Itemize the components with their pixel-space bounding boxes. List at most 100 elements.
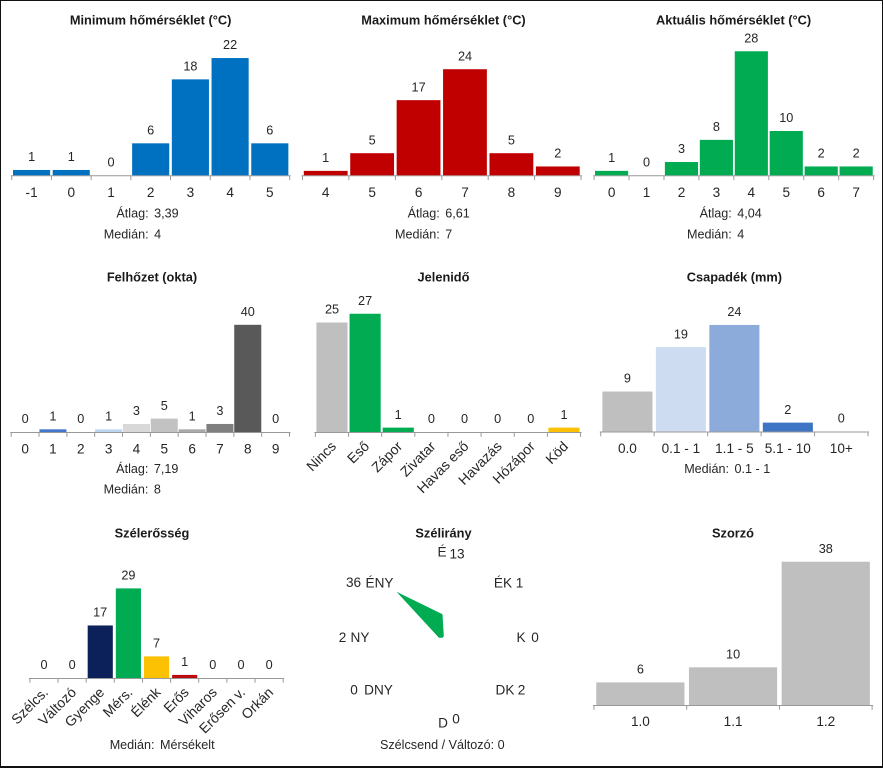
svg-text:Felhőzet (okta): Felhőzet (okta): [107, 269, 197, 284]
svg-text:0: 0: [494, 412, 501, 426]
svg-text:3: 3: [713, 185, 721, 200]
svg-text:0: 0: [643, 156, 650, 170]
svg-text:1: 1: [189, 410, 196, 424]
svg-text:3: 3: [678, 142, 685, 156]
svg-text:5: 5: [783, 185, 791, 200]
svg-text:0: 0: [461, 412, 468, 426]
svg-text:2: 2: [518, 683, 526, 698]
svg-text:5.1 - 10: 5.1 - 10: [765, 441, 812, 456]
svg-text:38: 38: [819, 542, 833, 556]
svg-text:4,04: 4,04: [737, 207, 762, 221]
svg-text:9: 9: [554, 185, 562, 200]
svg-text:1: 1: [322, 151, 329, 165]
svg-text:5: 5: [508, 133, 515, 147]
svg-text:Maximum hőmérséklet (°C): Maximum hőmérséklet (°C): [361, 13, 525, 28]
svg-text:-1: -1: [26, 185, 38, 200]
svg-text:1: 1: [49, 442, 57, 457]
svg-text:9: 9: [624, 372, 631, 386]
svg-text:2: 2: [554, 147, 561, 161]
svg-text:DNY: DNY: [364, 683, 393, 698]
svg-text:0: 0: [77, 412, 84, 426]
svg-text:0: 0: [452, 712, 460, 727]
svg-text:1.2: 1.2: [816, 714, 835, 729]
svg-text:K: K: [516, 630, 525, 645]
svg-text:6: 6: [817, 185, 825, 200]
svg-text:6: 6: [188, 442, 196, 457]
svg-text:Szélerősség: Szélerősség: [115, 525, 190, 540]
svg-text:10+: 10+: [830, 441, 853, 456]
svg-text:7: 7: [216, 442, 224, 457]
svg-text:2: 2: [147, 185, 155, 200]
svg-text:Szélirány: Szélirány: [415, 525, 472, 540]
svg-text:28: 28: [744, 32, 758, 46]
svg-text:8: 8: [713, 120, 720, 134]
svg-text:4: 4: [748, 185, 756, 200]
svg-text:6,61: 6,61: [445, 207, 470, 221]
svg-text:3: 3: [187, 185, 195, 200]
svg-text:1: 1: [516, 576, 524, 591]
svg-text:7,19: 7,19: [154, 462, 179, 476]
svg-text:Átlag:: Átlag:: [700, 206, 732, 221]
svg-text:3: 3: [133, 404, 140, 418]
svg-text:9: 9: [272, 442, 280, 457]
svg-text:10: 10: [726, 648, 740, 662]
svg-text:Szorzó: Szorzó: [712, 525, 754, 540]
svg-text:5: 5: [161, 399, 168, 413]
svg-text:Átlag:: Átlag:: [408, 206, 440, 221]
svg-text:6: 6: [266, 124, 273, 138]
svg-text:É: É: [437, 545, 446, 560]
svg-text:0: 0: [608, 185, 616, 200]
svg-text:1: 1: [49, 410, 56, 424]
svg-text:3: 3: [216, 404, 223, 418]
svg-text:5: 5: [266, 185, 274, 200]
svg-text:24: 24: [727, 305, 741, 319]
svg-text:D: D: [438, 716, 448, 731]
svg-text:2: 2: [339, 630, 347, 645]
svg-text:0: 0: [69, 658, 76, 672]
svg-text:0.1 - 1: 0.1 - 1: [735, 462, 771, 476]
svg-text:1: 1: [560, 408, 567, 422]
svg-text:27: 27: [358, 294, 372, 308]
svg-text:40: 40: [241, 305, 255, 319]
svg-text:8: 8: [508, 185, 516, 200]
svg-text:0: 0: [21, 442, 29, 457]
svg-text:Szélcsend / Változó: 0: Szélcsend / Változó: 0: [380, 738, 505, 752]
svg-text:1: 1: [28, 150, 35, 164]
svg-text:Medián:: Medián:: [684, 462, 729, 476]
svg-text:5: 5: [368, 185, 376, 200]
svg-text:Medián:: Medián:: [395, 227, 440, 241]
svg-text:1.1 - 5: 1.1 - 5: [715, 441, 754, 456]
svg-text:5: 5: [369, 133, 376, 147]
svg-text:17: 17: [412, 80, 426, 94]
svg-text:0: 0: [838, 412, 845, 426]
svg-text:1: 1: [608, 151, 615, 165]
svg-text:0: 0: [350, 683, 358, 698]
svg-text:Csapadék (mm): Csapadék (mm): [687, 269, 782, 284]
svg-text:18: 18: [183, 60, 197, 74]
svg-text:17: 17: [93, 606, 107, 620]
svg-text:0: 0: [266, 658, 273, 672]
svg-text:0: 0: [272, 412, 279, 426]
svg-text:Átlag:: Átlag:: [116, 461, 148, 476]
svg-text:6: 6: [415, 185, 423, 200]
svg-text:0: 0: [40, 658, 47, 672]
svg-text:Jelenidő: Jelenidő: [418, 269, 470, 284]
svg-text:6: 6: [147, 124, 154, 138]
svg-text:Medián:: Medián:: [110, 738, 155, 752]
svg-text:0: 0: [107, 156, 114, 170]
svg-text:7: 7: [461, 185, 469, 200]
svg-text:4: 4: [226, 185, 234, 200]
svg-text:3,39: 3,39: [154, 207, 179, 221]
svg-text:4: 4: [737, 227, 744, 241]
svg-text:Mérsékelt: Mérsékelt: [160, 738, 215, 752]
svg-text:NY: NY: [351, 630, 370, 645]
svg-text:2: 2: [818, 147, 825, 161]
svg-text:7: 7: [445, 227, 452, 241]
svg-text:1: 1: [68, 150, 75, 164]
svg-text:13: 13: [449, 547, 464, 562]
svg-text:6: 6: [637, 663, 644, 677]
svg-text:0: 0: [428, 412, 435, 426]
svg-text:0: 0: [531, 630, 539, 645]
svg-text:1: 1: [107, 185, 115, 200]
svg-text:1.0: 1.0: [631, 714, 650, 729]
